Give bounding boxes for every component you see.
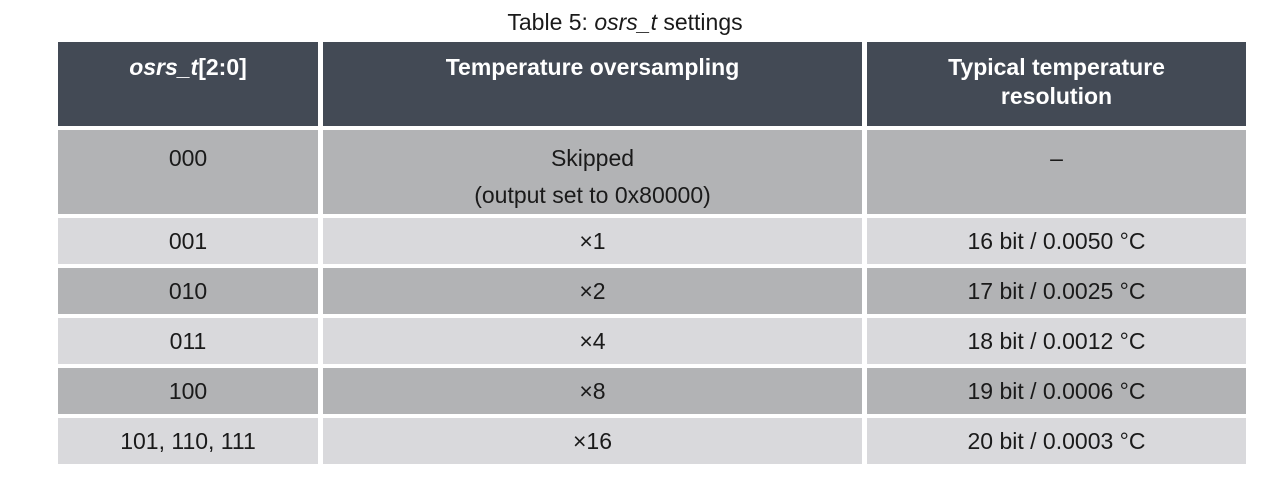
cell-resolution: 17 bit / 0.0025 °C (867, 268, 1246, 314)
table-row: 001 ×1 16 bit / 0.0050 °C (58, 218, 1246, 264)
cell-oversampling: ×8 (323, 368, 862, 414)
table-row: 010 ×2 17 bit / 0.0025 °C (58, 268, 1246, 314)
caption-prefix: Table 5: (507, 9, 595, 35)
table-row: 101, 110, 111 ×16 20 bit / 0.0003 °C (58, 418, 1246, 464)
cell-code: 010 (58, 268, 318, 314)
caption-suffix: settings (656, 9, 743, 35)
cell-oversampling: Skipped (output set to 0x80000) (323, 130, 862, 214)
cell-oversampling: ×4 (323, 318, 862, 364)
cell-oversampling: ×16 (323, 418, 862, 464)
table-row: 000 Skipped (output set to 0x80000) – (58, 130, 1246, 214)
cell-resolution: 18 bit / 0.0012 °C (867, 318, 1246, 364)
cell-resolution: – (867, 130, 1246, 214)
header-register-name: osrs_t (129, 54, 199, 80)
table-row: 100 ×8 19 bit / 0.0006 °C (58, 368, 1246, 414)
header-resolution: Typical temperature resolution (867, 42, 1246, 126)
cell-code: 011 (58, 318, 318, 364)
cell-resolution: 19 bit / 0.0006 °C (867, 368, 1246, 414)
table-caption: Table 5: osrs_t settings (0, 8, 1250, 36)
cell-code: 000 (58, 130, 318, 214)
header-register-bits: osrs_t[2:0] (58, 42, 318, 126)
cell-oversampling: ×2 (323, 268, 862, 314)
cell-oversampling-line2: (output set to 0x80000) (474, 182, 711, 208)
header-resolution-line2: resolution (1000, 83, 1113, 109)
cell-code: 101, 110, 111 (58, 418, 318, 464)
header-row: osrs_t[2:0] Temperature oversampling Typ… (58, 42, 1246, 126)
osrs-t-settings-table: osrs_t[2:0] Temperature oversampling Typ… (53, 38, 1251, 468)
cell-oversampling: ×1 (323, 218, 862, 264)
cell-code: 100 (58, 368, 318, 414)
caption-register-name: osrs_t (594, 9, 657, 35)
table-row: 011 ×4 18 bit / 0.0012 °C (58, 318, 1246, 364)
cell-resolution: 16 bit / 0.0050 °C (867, 218, 1246, 264)
header-oversampling: Temperature oversampling (323, 42, 862, 126)
cell-resolution: 20 bit / 0.0003 °C (867, 418, 1246, 464)
header-resolution-line1: Typical temperature (948, 54, 1165, 80)
cell-oversampling-line1: Skipped (550, 145, 635, 171)
header-register-range: [2:0] (198, 54, 247, 80)
cell-code: 001 (58, 218, 318, 264)
